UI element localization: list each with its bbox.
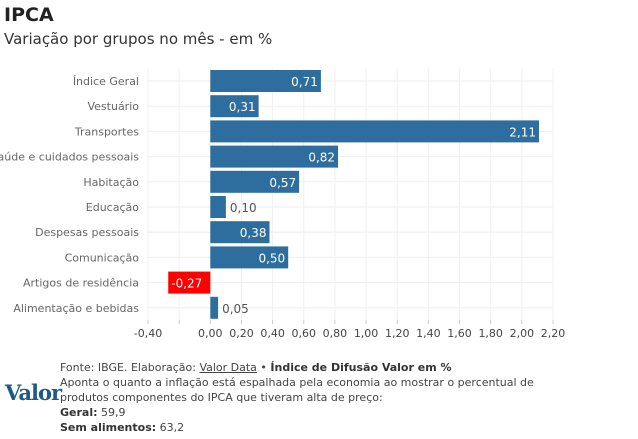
data-label: 0,31: [229, 100, 256, 114]
geral-value: 59,9: [97, 406, 126, 419]
bar: [210, 221, 270, 244]
bar: [210, 170, 300, 193]
category-label: Alimentação e bebidas: [13, 302, 139, 315]
chart-title: IPCA: [4, 4, 54, 26]
x-tick-label: 1,20: [385, 327, 410, 340]
valor-data-link[interactable]: Valor Data: [199, 361, 257, 374]
data-label: 0,50: [258, 251, 285, 265]
geral-label: Geral:: [60, 406, 98, 419]
data-label: 0,57: [269, 176, 296, 190]
x-tick-label: 0,40: [260, 327, 285, 340]
sem-alimentos-label: Sem alimentos:: [60, 421, 157, 434]
data-label: 2,11: [509, 125, 536, 139]
x-tick-label: 0,80: [323, 327, 348, 340]
sem-alimentos-line: Sem alimentos: 63,2: [60, 420, 184, 435]
bar: [168, 271, 211, 294]
chart-subtitle: Variação por grupos no mês - em %: [4, 30, 273, 48]
x-tick-label: 0,20: [229, 327, 254, 340]
bar: [210, 95, 259, 118]
x-tick-label: 1,80: [478, 327, 503, 340]
data-label: 0,82: [308, 151, 335, 165]
x-tick-label: 1,40: [416, 327, 441, 340]
source-line: Fonte: IBGE. Elaboração: Valor Data • Ín…: [60, 360, 452, 375]
data-label: 0,10: [230, 201, 257, 215]
bar: [210, 296, 219, 319]
category-label: Saúde e cuidados pessoais: [0, 151, 139, 164]
category-label: Comunicação: [65, 251, 140, 264]
bar: [210, 246, 289, 269]
x-tick-label: 1,60: [447, 327, 472, 340]
data-label: 0,71: [291, 75, 318, 89]
bar: [210, 196, 226, 218]
category-label: Habitação: [83, 176, 139, 189]
x-tick-label: 2,00: [510, 327, 535, 340]
category-label: Transportes: [74, 125, 139, 138]
category-label: Despesas pessoais: [35, 226, 139, 239]
data-label: -0,27: [171, 277, 202, 291]
bar: [210, 70, 321, 92]
valor-logo: Valor: [5, 380, 62, 405]
data-label: 0,05: [222, 302, 249, 316]
x-tick-label: 1,00: [354, 327, 379, 340]
category-label: Índice Geral: [73, 75, 139, 88]
geral-line: Geral: 59,9: [60, 405, 126, 420]
category-label: Educação: [86, 201, 139, 214]
x-tick-label: -0,40: [134, 327, 162, 340]
category-label: Vestuário: [87, 100, 139, 113]
source-text: Fonte: IBGE. Elaboração:: [60, 361, 200, 374]
category-label: Artigos de residência: [23, 277, 139, 290]
bar: [210, 120, 539, 143]
index-description: Aponta o quanto a inflação está espalhad…: [60, 376, 534, 404]
index-title: Índice de Difusão Valor em %: [270, 361, 452, 374]
sem-alimentos-value: 63,2: [156, 421, 185, 434]
bar: [210, 145, 339, 168]
x-tick-label: 2,20: [541, 327, 566, 340]
bar-chart: -0,40 0,00 0,20 0,40 0,60 0,80 1,00 1,20 1,40 1,6…: [0, 68, 566, 340]
x-tick-label: 0,00: [198, 327, 223, 340]
data-label: 0,38: [240, 226, 267, 240]
separator: •: [256, 361, 271, 374]
x-tick-label: 0,60: [292, 327, 317, 340]
